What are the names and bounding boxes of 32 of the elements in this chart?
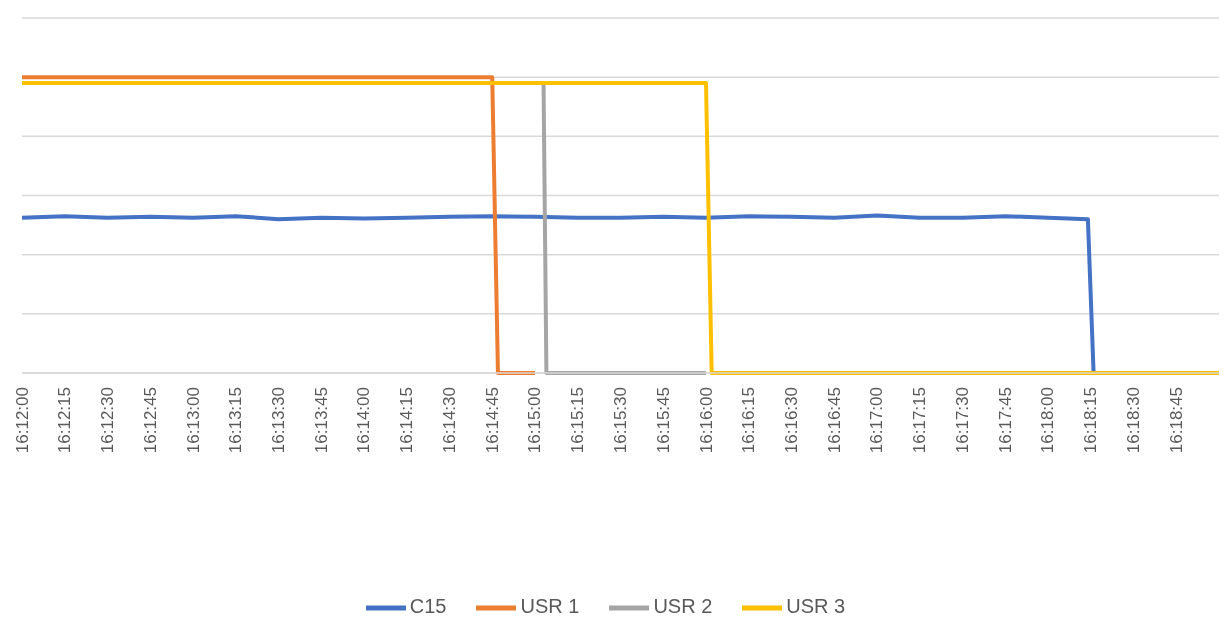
x-tick-label: 16:18:00 (1038, 387, 1058, 454)
x-tick-label: 16:17:45 (995, 387, 1015, 454)
x-tick-label: 16:17:15 (910, 387, 930, 454)
x-tick-label: 16:15:00 (525, 387, 545, 454)
legend-label: USR 2 (653, 595, 713, 618)
x-tick-label: 16:16:00 (696, 387, 716, 454)
x-tick-label: 16:17:00 (867, 387, 887, 454)
x-tick-label: 16:15:30 (610, 387, 630, 454)
legend-label: C15 (409, 595, 447, 618)
x-tick-label: 16:16:30 (782, 387, 801, 454)
x-tick-label: 16:15:15 (568, 387, 588, 454)
x-tick-label: 16:18:45 (1166, 387, 1186, 454)
x-tick-label: 16:18:30 (1123, 387, 1143, 454)
x-tick-label: 16:18:15 (1081, 387, 1101, 454)
x-tick-label: 16:13:30 (269, 387, 288, 454)
x-tick-label: 16:15:45 (653, 387, 673, 454)
x-tick-label: 16:16:15 (739, 387, 759, 454)
legend-label: USR 3 (786, 595, 846, 618)
x-tick-label: 16:12:45 (140, 387, 160, 454)
x-tick-label: 16:12:00 (12, 387, 32, 454)
x-tick-label: 16:17:30 (953, 387, 972, 454)
x-tick-label: 16:12:15 (55, 387, 75, 454)
x-tick-label: 16:14:30 (440, 387, 459, 454)
x-tick-label: 16:14:45 (482, 387, 502, 454)
x-tick-label: 16:13:00 (183, 387, 203, 454)
x-tick-label: 16:14:15 (397, 387, 417, 454)
x-tick-label: 16:12:30 (98, 387, 117, 454)
x-tick-label: 16:16:45 (824, 387, 844, 454)
legend-label: USR 1 (520, 595, 580, 618)
x-tick-label: 16:14:00 (354, 387, 374, 454)
x-tick-label: 16:13:45 (311, 387, 331, 454)
x-tick-label: 16:13:15 (226, 387, 246, 454)
